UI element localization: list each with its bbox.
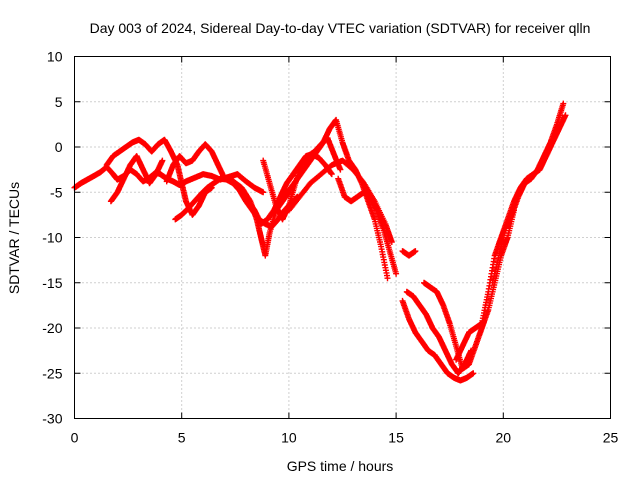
y-tick-label: -15 [42, 275, 62, 291]
sdtvar-series-track-11 [399, 248, 419, 259]
y-tick-label: -20 [42, 320, 62, 336]
y-tick-label: 0 [55, 139, 63, 155]
x-tick-label: 20 [496, 430, 512, 446]
y-tick-label: -5 [50, 184, 63, 200]
sdtvar-series-track-8 [275, 116, 391, 282]
y-axis-label: SDTVAR / TECUs [6, 182, 22, 294]
x-tick-label: 15 [388, 430, 404, 446]
chart-title: Day 003 of 2024, Sidereal Day-to-day VTE… [90, 20, 591, 36]
y-tick-label: -25 [42, 365, 62, 381]
y-tick-label: -30 [42, 411, 62, 427]
sdtvar-series-track-2 [103, 136, 215, 218]
sdtvar-series-track-14 [421, 207, 517, 372]
y-tick-label: 5 [55, 94, 63, 110]
x-tick-label: 10 [281, 430, 297, 446]
x-tick-label: 25 [603, 430, 619, 446]
y-tick-label: 10 [47, 49, 63, 65]
x-tick-label: 5 [178, 430, 186, 446]
sdtvar-series-track-16 [489, 100, 567, 286]
y-tick-label: -10 [42, 230, 62, 246]
grid-lines [74, 56, 611, 419]
x-tick-label: 0 [71, 430, 79, 446]
x-axis-label: GPS time / hours [287, 458, 394, 474]
axis-ticks: 0 5 10 15 20 25 -30 -25 -20 -15 -10 -5 0 5 10 [42, 49, 618, 446]
sdtvar-series-track-12 [399, 297, 477, 384]
sdtvar-series-track-3 [107, 153, 166, 205]
data-points [71, 100, 569, 384]
sdtvar-series-track-10 [335, 175, 400, 277]
